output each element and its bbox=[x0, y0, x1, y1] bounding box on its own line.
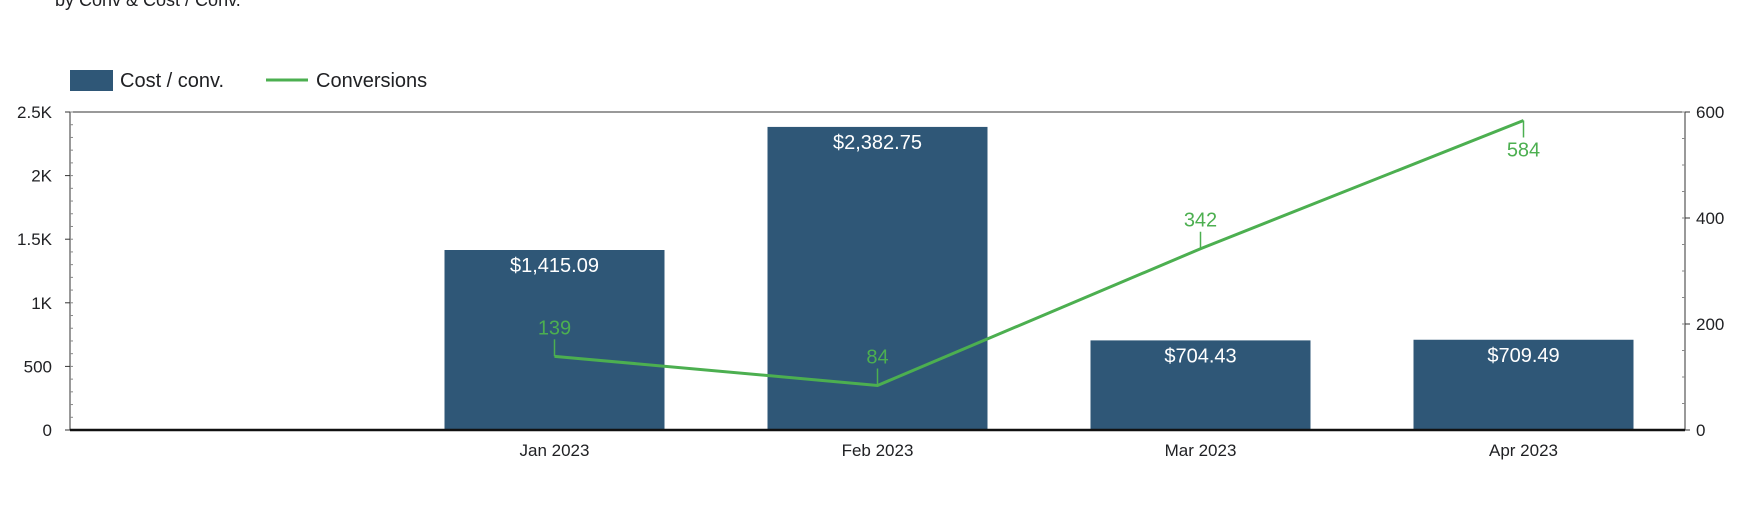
line-conversions bbox=[554, 119, 1525, 388]
x-tick-label: Jan 2023 bbox=[520, 441, 590, 460]
bar-data-label: $704.43 bbox=[1164, 345, 1236, 367]
line-data-label: 584 bbox=[1507, 139, 1540, 161]
x-tick-label: Feb 2023 bbox=[842, 441, 914, 460]
y-left-tick-label: 0 bbox=[43, 421, 52, 440]
bar-data-label: $709.49 bbox=[1487, 345, 1559, 367]
bar-data-label: $1,415.09 bbox=[510, 255, 599, 277]
x-tick-label: Mar 2023 bbox=[1165, 441, 1237, 460]
chart-subtitle: by Conv & Cost / Conv. bbox=[55, 0, 241, 10]
legend-label-conversions: Conversions bbox=[316, 70, 427, 92]
y-right-tick-label: 400 bbox=[1696, 209, 1724, 228]
y-left-tick-label: 1K bbox=[31, 294, 52, 313]
bar-cost-per-conv bbox=[1090, 340, 1311, 430]
legend-label-cost-per-conv: Cost / conv. bbox=[120, 70, 224, 92]
x-tick-label: Apr 2023 bbox=[1489, 441, 1558, 460]
bar-data-label: $2,382.75 bbox=[833, 132, 922, 154]
line-data-label: 342 bbox=[1184, 210, 1217, 232]
bar-cost-per-conv bbox=[1413, 339, 1634, 430]
y-left-tick-label: 2K bbox=[31, 167, 52, 186]
y-right-tick-label: 600 bbox=[1696, 103, 1724, 122]
y-left-tick-label: 500 bbox=[24, 357, 52, 376]
y-right-tick-label: 0 bbox=[1696, 421, 1705, 440]
y-right-tick-label: 200 bbox=[1696, 315, 1724, 334]
y-left-tick-label: 2.5K bbox=[17, 103, 53, 122]
legend-swatch-cost-per-conv bbox=[70, 70, 113, 91]
line-data-label: 139 bbox=[538, 317, 571, 339]
line-data-label: 84 bbox=[866, 346, 888, 368]
y-left-tick-label: 1.5K bbox=[17, 230, 53, 249]
